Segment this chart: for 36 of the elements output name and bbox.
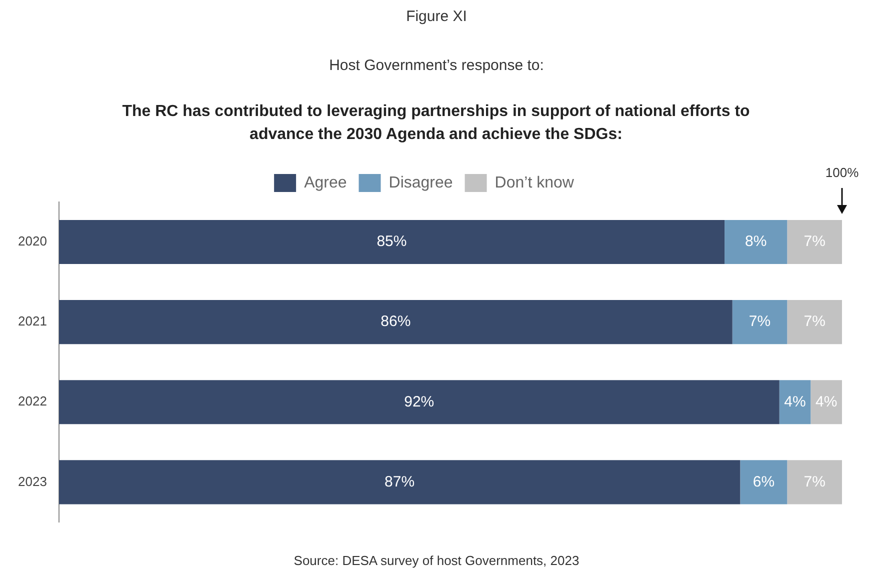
data-label: 87% xyxy=(384,473,415,490)
data-label: 92% xyxy=(404,393,434,410)
data-label: 7% xyxy=(804,473,826,490)
bar xyxy=(787,300,842,344)
chart-title: The RC has contributed to leveraging partnerships in support of national efforts to advance the 2030 Agenda and achieve the SDGs: xyxy=(121,102,751,145)
bar xyxy=(58,220,725,264)
bar xyxy=(732,300,788,344)
text: Figure XI xyxy=(405,8,468,25)
data-label: 8% xyxy=(745,233,767,250)
legend-label: Disagree xyxy=(388,174,453,192)
bar xyxy=(58,380,780,424)
y-tick-label: 2020 xyxy=(18,234,47,249)
bar xyxy=(810,380,842,424)
data-label: 85% xyxy=(376,233,407,250)
y-tick-label: 2022 xyxy=(18,394,47,409)
data-label: 7% xyxy=(804,233,826,250)
bar xyxy=(740,460,788,504)
data-label: 7% xyxy=(748,313,771,330)
bar xyxy=(58,460,740,504)
data-label: 7% xyxy=(804,313,826,330)
bar xyxy=(787,220,842,264)
legend-label: Agree xyxy=(304,174,347,192)
source-note: Source: DESA survey of host Governments, 2023 xyxy=(292,553,580,568)
y-tick-label: 2021 xyxy=(18,314,47,329)
data-label: 4% xyxy=(784,393,806,410)
bar xyxy=(787,460,842,504)
data-label: 6% xyxy=(752,473,775,490)
data-label: 4% xyxy=(815,393,838,410)
chart-subtitle: Host Government’s response to: xyxy=(328,57,545,74)
text: 100% xyxy=(825,165,859,180)
bar xyxy=(724,220,788,264)
bar xyxy=(779,380,811,424)
legend-label: Don’t know xyxy=(494,174,574,192)
y-tick-label: 2023 xyxy=(18,474,47,489)
data-label: 86% xyxy=(380,313,411,330)
bar xyxy=(58,300,732,344)
